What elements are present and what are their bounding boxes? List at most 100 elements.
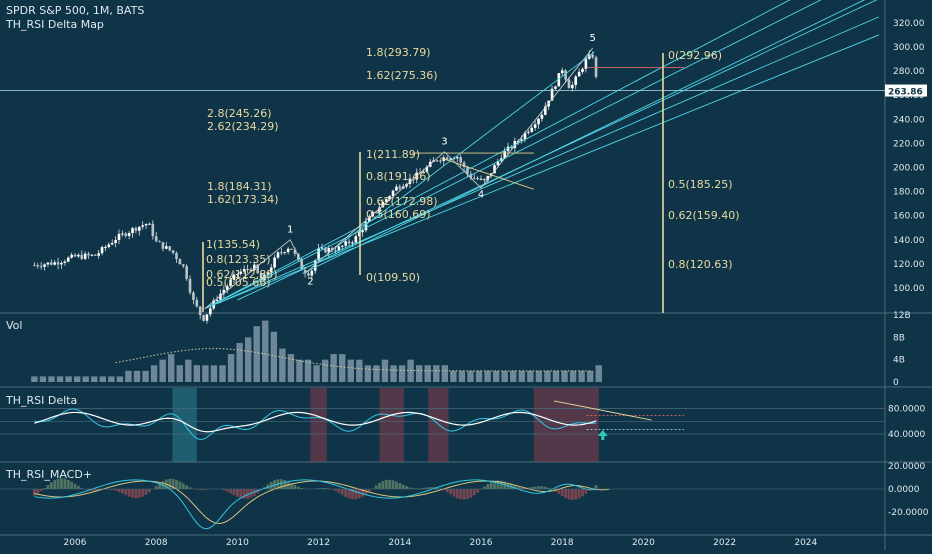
macd-histogram-bar (226, 489, 229, 492)
candle-body (351, 242, 354, 243)
macd-histogram-bar (135, 489, 138, 498)
candle-body (290, 249, 293, 250)
candle-body (591, 55, 594, 58)
candle-body (483, 179, 486, 181)
x-tick-label: 2008 (145, 538, 168, 548)
macd-histogram-bar (239, 489, 242, 498)
candle-body (534, 124, 537, 127)
fib-level-label: 0(109.50) (366, 271, 420, 284)
macd-histogram-bar (568, 489, 571, 499)
candle-body (527, 132, 530, 133)
volume-bar (83, 376, 89, 382)
rsi-pane-title: TH_RSI Delta (6, 394, 77, 407)
candle-body (40, 266, 43, 267)
fib-level-label: 0.62(159.40) (668, 209, 740, 222)
x-tick-label: 2014 (388, 538, 411, 548)
price-tick-label: 140.00 (893, 236, 925, 246)
price-tick-label: 160.00 (893, 212, 925, 222)
candle-body (168, 246, 171, 250)
macd-histogram-bar (128, 489, 131, 497)
fib-level-label: 1.62(275.36) (366, 69, 438, 82)
candle-body (33, 265, 36, 266)
candle-body (209, 308, 212, 314)
volume-layer (31, 321, 602, 382)
macd-histogram-bar (74, 484, 77, 489)
candle-body (64, 262, 67, 263)
volume-bar (527, 371, 533, 382)
fib-level-label: 1.8(293.79) (366, 46, 431, 59)
volume-bar (553, 371, 559, 382)
candle-body (131, 228, 134, 233)
macd-layer (0, 478, 885, 528)
volume-bar (330, 354, 336, 382)
macd-histogram-bar (385, 480, 388, 489)
volume-bar (100, 376, 106, 382)
volume-bar (194, 365, 200, 382)
macd-histogram-bar (544, 487, 547, 489)
candle-body (84, 254, 87, 259)
volume-bar (373, 365, 379, 382)
fib-layer[interactable]: 123451(135.54)0.8(123.35)0.62(112.85)0.5… (203, 33, 740, 313)
macd-histogram-bar (398, 483, 401, 489)
rsi-zones-layer (172, 388, 598, 462)
volume-bar (476, 371, 482, 382)
candle-body (399, 187, 402, 189)
macd-histogram-bar (341, 489, 344, 495)
candle-body (175, 253, 178, 259)
trendline (205, 0, 895, 308)
volume-bar (185, 360, 191, 382)
volume-bar (348, 360, 354, 382)
volume-bar (271, 332, 277, 382)
macd-histogram-bar (148, 489, 151, 492)
macd-histogram-bar (53, 480, 56, 489)
volume-bar (313, 365, 319, 382)
volume-bar (125, 371, 131, 382)
macd-histogram-bar (541, 486, 544, 489)
fib-level-label: 0.8(191.46) (366, 170, 431, 183)
candle-body (476, 178, 479, 179)
x-tick-label: 2018 (551, 538, 574, 548)
candle-body (202, 315, 205, 321)
volume-bar (390, 365, 396, 382)
volume-bar (578, 371, 584, 382)
macd-histogram-bar (354, 489, 357, 499)
volume-bar (117, 376, 123, 382)
fib-level-label: 1(211.89) (366, 148, 420, 161)
macd-histogram-bar (182, 483, 185, 489)
volume-bar (356, 360, 362, 382)
fib-level-label: 1.8(184.31) (207, 180, 272, 193)
macd-histogram-bar (476, 489, 479, 493)
candle-body (216, 300, 219, 301)
macd-histogram-bar (459, 489, 462, 499)
macd-histogram-bar (243, 489, 246, 499)
macd-histogram-bar (584, 489, 587, 494)
candle-body (206, 314, 209, 320)
candle-body (395, 187, 398, 191)
candle-body (355, 236, 358, 242)
rsi-zone (310, 388, 326, 462)
fib-level-label: 2.8(245.26) (207, 107, 272, 120)
macd-histogram-bar (378, 483, 381, 489)
candle-body (128, 233, 131, 236)
macd-histogram-bar (236, 489, 239, 497)
candle-body (108, 245, 111, 248)
candle-body (101, 247, 104, 253)
candle-body (80, 255, 83, 259)
macd-line (34, 480, 596, 529)
volume-tick-label: 12B (893, 311, 911, 321)
macd-histogram-bar (283, 480, 286, 489)
volume-pane-title: Vol (6, 319, 22, 332)
macd-histogram-bar (456, 489, 459, 498)
volume-bar (74, 376, 80, 382)
trendline-layer[interactable] (0, 0, 895, 308)
x-tick-label: 2010 (226, 538, 249, 548)
x-tick-label: 2024 (794, 538, 817, 548)
macd-tick-label: 0.0000 (888, 485, 920, 495)
candle-body (361, 230, 364, 232)
macd-histogram-bar (145, 489, 148, 495)
candle-body (179, 259, 182, 264)
fib-level-label: 0(292.96) (668, 49, 722, 62)
up-arrow-stem (601, 436, 604, 440)
candle-body (152, 224, 155, 237)
